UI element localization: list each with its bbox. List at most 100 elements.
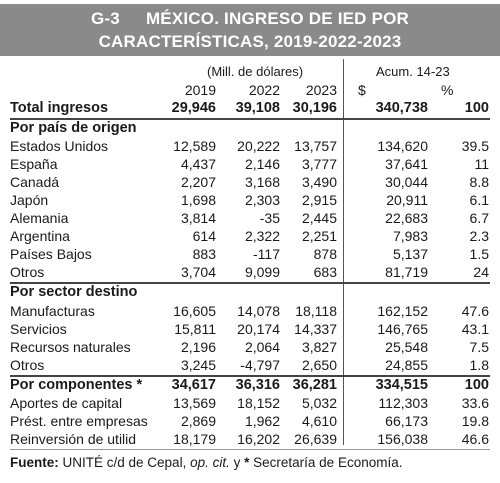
table-row: Prést. entre empresas 2,869 1,962 4,610 … xyxy=(0,413,500,431)
table-row: Canadá 2,207 3,168 3,490 30,044 8.8 xyxy=(0,174,500,192)
year-2023: 2023 xyxy=(305,82,337,98)
table-row: Reinversión de utilid 18,179 16,202 26,6… xyxy=(0,431,500,449)
cell-2022: 9,099 xyxy=(244,264,280,280)
cell-2023: 26,639 xyxy=(294,431,337,447)
cell-2022: -117 xyxy=(253,246,280,262)
cell-2022: 2,064 xyxy=(244,339,280,355)
cell-pct: 19.8 xyxy=(461,413,489,429)
cell-acum: 81,719 xyxy=(385,264,428,280)
source-text-2: y xyxy=(229,455,245,470)
cell-2022: 2,322 xyxy=(244,228,280,244)
components-total-row: Por componentes * 34,617 36,316 36,281 3… xyxy=(0,377,500,395)
cell-2019: 13,569 xyxy=(173,395,216,411)
total-row: Total ingresos 29,946 39,108 30,196 340,… xyxy=(0,100,500,118)
cell-acum: 22,683 xyxy=(385,210,428,226)
cell-2019: 15,811 xyxy=(174,321,216,337)
cell-acum: 334,515 xyxy=(375,377,428,393)
cell-2023: 14,337 xyxy=(294,321,337,337)
cell-pct: 1.8 xyxy=(469,357,489,373)
row-label: Estados Unidos xyxy=(10,138,109,154)
cell-2022: 36,316 xyxy=(235,377,280,393)
cell-2019: 34,617 xyxy=(171,377,216,393)
table-row: Estados Unidos 12,589 20,222 13,757 134,… xyxy=(0,138,500,156)
row-label: España xyxy=(10,156,58,172)
cell-2022: 20,174 xyxy=(237,321,280,337)
dollar-header: $ xyxy=(358,82,366,98)
cell-2019: 2,207 xyxy=(180,174,216,190)
cell-acum: 112,303 xyxy=(378,395,428,411)
cell-acum: 134,620 xyxy=(377,138,428,154)
cell-pct: 39.5 xyxy=(461,138,489,154)
cell-2022: 16,202 xyxy=(237,431,280,447)
table-row: Manufacturas 16,605 14,078 18,118 162,15… xyxy=(0,303,500,321)
title-bar: G-3 MÉXICO. INGRESO DE IED POR CARACTERÍS… xyxy=(0,4,500,56)
cell-pct: 7.5 xyxy=(469,339,489,355)
row-label: Manufacturas xyxy=(10,303,95,319)
year-header-row: 2019 2022 2023 $ % xyxy=(0,82,500,100)
cell-2022: -4,797 xyxy=(240,357,280,373)
cell-2023: 3,827 xyxy=(301,339,337,355)
cell-2023: 13,757 xyxy=(294,138,337,154)
cell-2023: 36,281 xyxy=(292,377,337,393)
title-text-1: MÉXICO. INGRESO DE IED POR xyxy=(145,9,410,28)
table-row: Alemania 3,814 -35 2,445 22,683 6.7 xyxy=(0,210,500,228)
table-row: Recursos naturales 2,196 2,064 3,827 25,… xyxy=(0,339,500,357)
cell-acum: 7,983 xyxy=(392,228,428,244)
cell-acum: 340,738 xyxy=(375,100,428,116)
cell-2022: 3,168 xyxy=(244,174,280,190)
cell-2022: -35 xyxy=(259,210,280,226)
section-separator xyxy=(10,375,490,377)
cell-acum: 5,137 xyxy=(392,246,428,262)
cell-2022: 39,108 xyxy=(235,100,280,116)
section-separator xyxy=(10,118,490,120)
cell-pct: 100 xyxy=(464,100,489,116)
footer-separator xyxy=(10,449,490,450)
year-2022: 2022 xyxy=(248,82,280,98)
figure-code: G-3 xyxy=(90,9,120,28)
cell-2022: 1,962 xyxy=(244,413,280,429)
cell-pct: 33.6 xyxy=(461,395,489,411)
source-text-3: Secretaría de Economía. xyxy=(249,455,403,470)
row-label: Prést. entre empresas xyxy=(10,413,148,429)
cell-acum: 66,173 xyxy=(385,413,428,429)
title-line-1: G-3 MÉXICO. INGRESO DE IED POR xyxy=(0,9,500,29)
cell-2019: 614 xyxy=(192,228,216,244)
table-row: Japón 1,698 2,303 2,915 20,911 6.1 xyxy=(0,192,500,210)
section-heading: Por país de origen xyxy=(10,120,137,136)
table-row: Otros 3,704 9,099 683 81,719 24 xyxy=(0,264,500,282)
table-row: Servicios 15,811 20,174 14,337 146,765 4… xyxy=(0,321,500,339)
cell-pct: 47.6 xyxy=(461,303,489,319)
cell-acum: 156,038 xyxy=(377,431,428,447)
row-label: Otros xyxy=(10,264,45,280)
cell-2023: 18,118 xyxy=(295,303,337,319)
section-heading: Por sector destino xyxy=(10,284,138,300)
source-italic: op. cit. xyxy=(190,455,230,470)
cell-pct: 2.3 xyxy=(469,228,489,244)
table-row: Otros 3,245 -4,797 2,650 24,855 1.8 xyxy=(0,357,500,375)
cell-2023: 3,777 xyxy=(301,156,337,172)
title-line-2: CARACTERÍSTICAS, 2019-2022-2023 xyxy=(98,32,402,51)
cell-2019: 4,437 xyxy=(180,156,216,172)
cell-2023: 2,650 xyxy=(301,357,337,373)
cell-2019: 3,245 xyxy=(180,357,216,373)
cell-acum: 24,855 xyxy=(385,357,428,373)
cell-pct: 11 xyxy=(474,156,489,172)
cell-2022: 18,152 xyxy=(237,395,280,411)
sector-heading-row: Por sector destino xyxy=(0,284,500,302)
cell-2023: 2,251 xyxy=(301,228,337,244)
row-label: Recursos naturales xyxy=(10,339,131,355)
cell-2023: 2,445 xyxy=(301,210,337,226)
cell-2019: 29,946 xyxy=(171,100,216,116)
origin-heading-row: Por país de origen xyxy=(0,120,500,138)
row-label: Total ingresos xyxy=(10,100,109,116)
cell-2023: 2,915 xyxy=(301,192,337,208)
cell-2022: 20,222 xyxy=(237,138,280,154)
cell-2019: 18,179 xyxy=(173,431,216,447)
percent-header: % xyxy=(441,82,454,98)
cell-pct: 6.1 xyxy=(469,192,489,208)
units-label: (Mill. de dólares) xyxy=(207,64,304,79)
cell-2023: 878 xyxy=(313,246,337,262)
source-star: * xyxy=(244,455,250,470)
cell-pct: 8.8 xyxy=(469,174,489,190)
